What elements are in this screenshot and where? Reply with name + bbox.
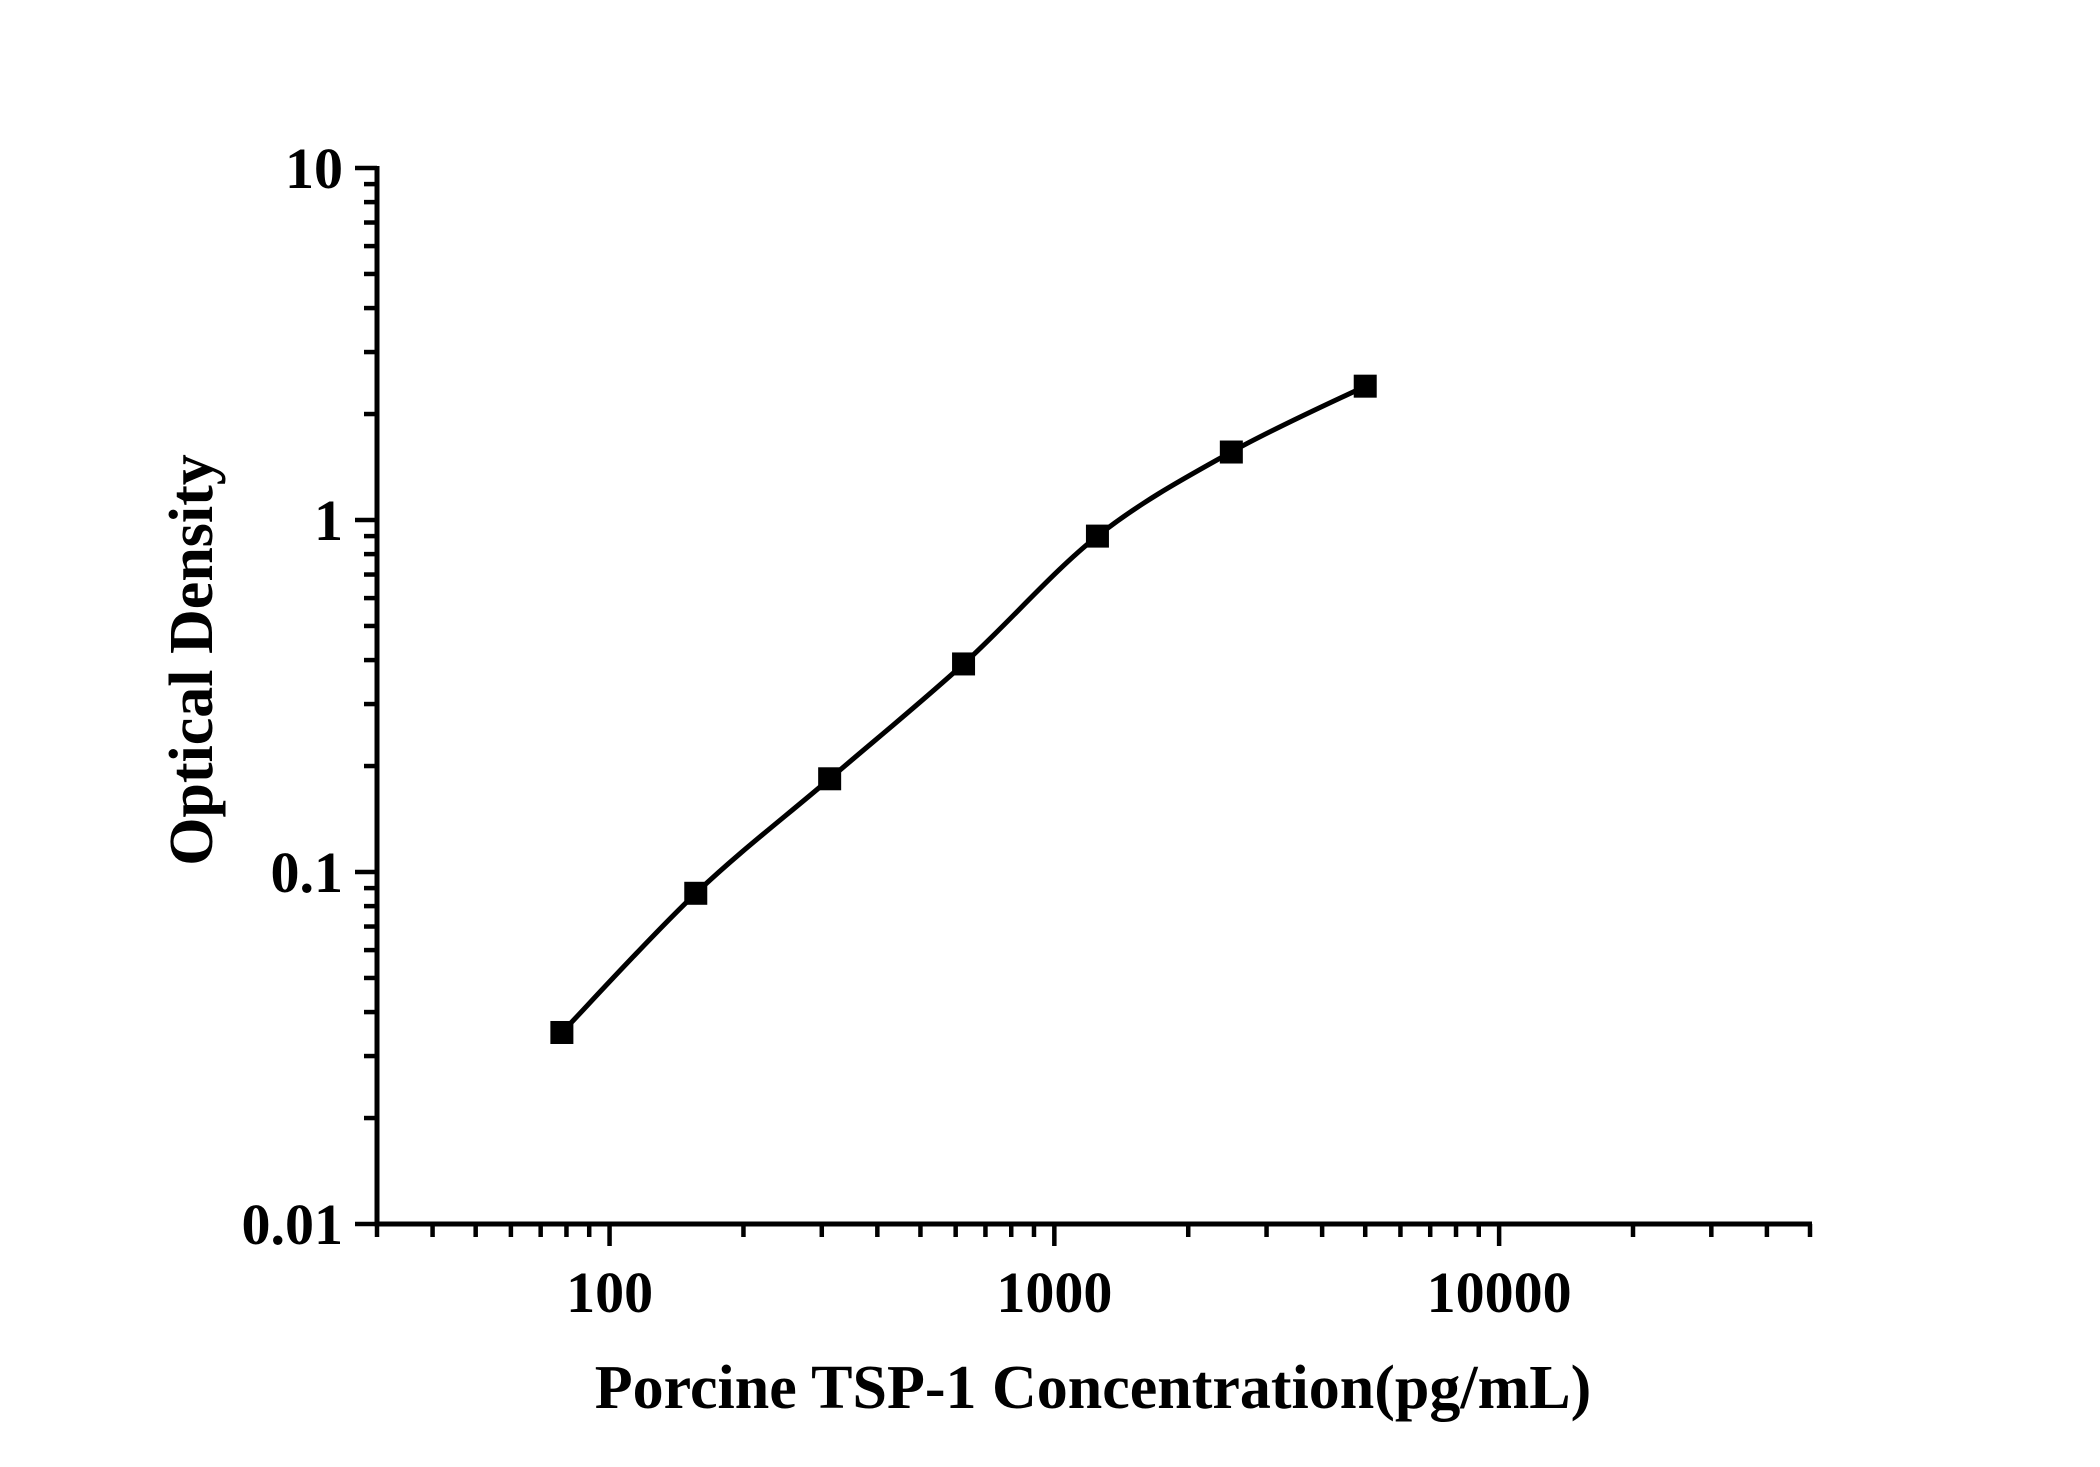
axes — [374, 166, 1812, 1227]
x-tick-label: 10000 — [1427, 1260, 1572, 1325]
data-point-marker — [1085, 524, 1109, 548]
x-tick-label: 100 — [566, 1260, 653, 1325]
data-point-marker — [684, 881, 708, 905]
x-tick-label: 1000 — [996, 1260, 1112, 1325]
data-point-marker — [952, 652, 976, 676]
y-tick-label: 0.1 — [271, 840, 344, 905]
tick-labels: 100 1000 10000 0.01 0.1 1 10 — [242, 136, 1572, 1325]
y-tick-label: 1 — [314, 488, 343, 553]
y-tick-label: 10 — [285, 136, 343, 201]
data-point-marker — [818, 767, 842, 791]
data-point-marker — [550, 1020, 574, 1044]
x-axis-title: Porcine TSP-1 Concentration(pg/mL) — [595, 1354, 1592, 1422]
data-point-marker — [1353, 374, 1377, 398]
y-tick-label: 0.01 — [242, 1192, 344, 1257]
series — [550, 374, 1377, 1044]
ticks — [355, 165, 1813, 1246]
curve-line — [559, 383, 1368, 1035]
y-axis-title: Optical Density — [158, 454, 226, 866]
data-point-marker — [1219, 440, 1243, 464]
